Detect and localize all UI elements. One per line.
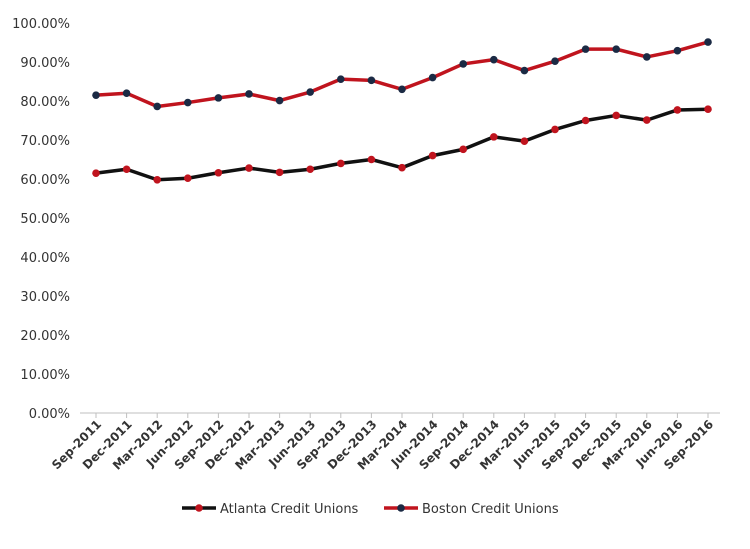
data-point xyxy=(581,45,590,53)
legend-item: Boston Credit Unions xyxy=(384,502,559,517)
data-point xyxy=(398,163,406,172)
data-point xyxy=(428,151,437,160)
data-point xyxy=(245,164,253,172)
data-point xyxy=(673,106,682,114)
y-tick-label: 10.00% xyxy=(20,368,70,383)
y-axis: 0.00% 10.00% 20.00% 30.00% 40.00% 50.00% 60.00… xyxy=(12,17,70,422)
y-tick-label: 90.00% xyxy=(20,56,70,71)
data-point xyxy=(92,169,100,177)
data-point xyxy=(551,57,559,66)
y-tick-label: 0.00% xyxy=(29,407,70,422)
data-point xyxy=(122,165,131,174)
data-point xyxy=(337,159,345,168)
data-point xyxy=(184,174,192,183)
y-tick-label: 70.00% xyxy=(20,134,70,149)
data-point xyxy=(459,60,468,68)
data-point xyxy=(92,91,100,99)
data-point xyxy=(490,55,498,64)
y-tick-label: 30.00% xyxy=(20,290,70,305)
x-axis: Sep-2011Dec-2011Mar-2012Jun-2012Sep-2012… xyxy=(49,412,720,473)
series-group xyxy=(92,38,712,184)
y-tick-label: 40.00% xyxy=(20,251,70,266)
legend: Atlanta Credit Unions Boston Credit Union… xyxy=(182,502,559,517)
data-point xyxy=(306,165,315,174)
y-tick-label: 50.00% xyxy=(20,212,70,227)
legend-marker xyxy=(195,504,203,512)
data-point xyxy=(612,111,620,120)
data-point xyxy=(367,155,376,164)
data-point xyxy=(337,75,345,83)
data-point xyxy=(214,168,223,177)
legend-item: Atlanta Credit Unions xyxy=(182,502,359,517)
y-tick-label: 60.00% xyxy=(20,173,70,188)
series-2 xyxy=(92,38,712,111)
data-point xyxy=(490,133,498,141)
data-point xyxy=(122,89,131,97)
y-tick-label: 20.00% xyxy=(20,329,70,344)
y-tick-label: 80.00% xyxy=(20,95,70,110)
data-point xyxy=(704,38,712,46)
data-point xyxy=(459,145,468,154)
y-tick-label: 100.00% xyxy=(12,17,70,32)
data-point xyxy=(367,76,376,85)
data-point xyxy=(643,116,651,124)
data-point xyxy=(153,102,161,111)
data-point xyxy=(643,53,651,61)
data-point xyxy=(428,73,437,82)
data-point xyxy=(581,116,590,125)
data-point xyxy=(245,90,253,98)
data-point xyxy=(704,105,712,113)
data-point xyxy=(520,137,529,145)
legend-label: Boston Credit Unions xyxy=(422,502,559,517)
legend-marker xyxy=(397,504,405,512)
data-point xyxy=(306,88,315,96)
data-point xyxy=(214,94,223,102)
series-1 xyxy=(92,105,712,184)
data-point xyxy=(551,125,559,134)
data-point xyxy=(275,168,284,177)
data-point xyxy=(275,96,284,105)
data-point xyxy=(673,46,682,55)
data-point xyxy=(398,85,406,94)
data-point xyxy=(612,45,620,53)
legend-label: Atlanta Credit Unions xyxy=(220,502,359,517)
data-point xyxy=(520,66,529,75)
data-point xyxy=(184,98,192,107)
data-point xyxy=(153,175,161,184)
